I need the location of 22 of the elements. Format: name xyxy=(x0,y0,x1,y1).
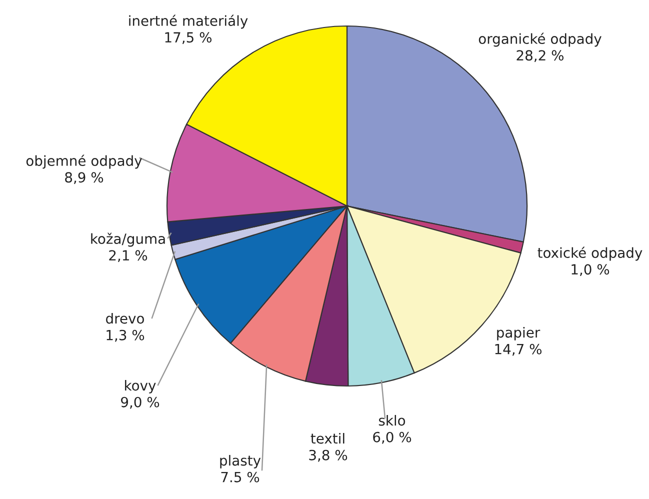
data-label: 9,0 % xyxy=(121,396,160,409)
slice-label: koža/guma xyxy=(91,232,165,247)
slice-label: papier xyxy=(497,326,540,340)
slice-label: drevo xyxy=(106,312,144,324)
data-label: 8,9 % xyxy=(65,172,104,184)
slice-label: plasty xyxy=(220,454,261,468)
slice-label: objemné odpady xyxy=(26,154,142,169)
slice-label: sklo xyxy=(378,414,406,426)
data-label: 1,0 % xyxy=(572,264,610,276)
slice-label: textil xyxy=(310,432,344,444)
data-label: 1,3 % xyxy=(106,330,144,342)
data-label: 14,7 % xyxy=(495,344,542,356)
data-label: 7.5 % xyxy=(221,472,260,482)
slice-label: kovy xyxy=(125,380,156,394)
data-label: 2,1 % xyxy=(109,250,148,262)
data-label: 28,2 % xyxy=(516,50,564,62)
data-label: 3,8 % xyxy=(309,450,348,462)
slice-label: inertné materiály xyxy=(129,14,248,29)
data-label: 17,5 % xyxy=(165,32,212,44)
slice-label: organické odpady xyxy=(478,32,602,47)
data-label: 6,0 % xyxy=(373,432,412,444)
slice-label: toxické odpady xyxy=(538,246,642,261)
